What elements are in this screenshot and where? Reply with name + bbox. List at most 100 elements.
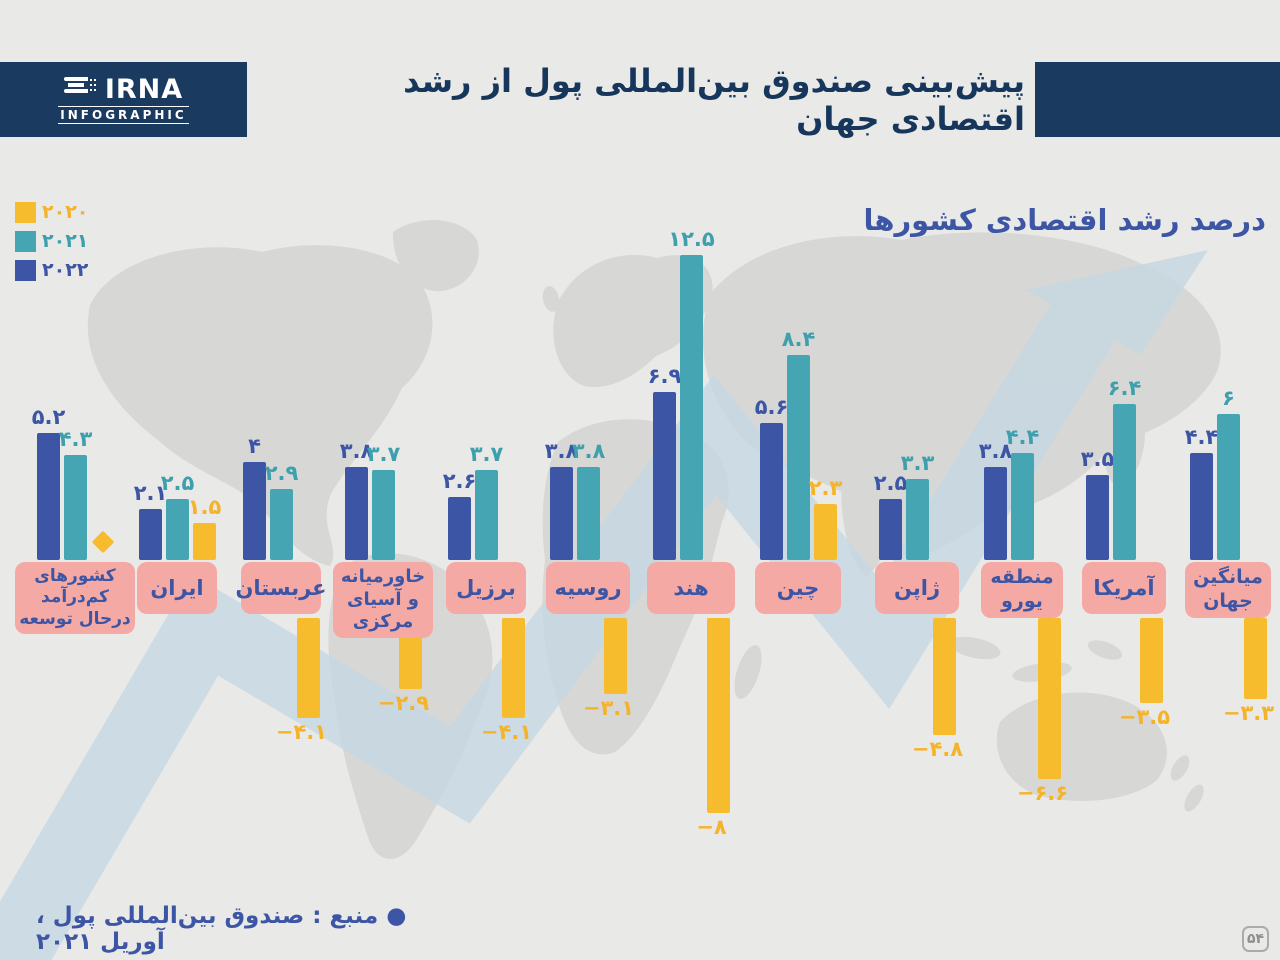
legend-swatch-2021 xyxy=(15,230,36,252)
value-label-2022: ۳.۸ xyxy=(978,439,1013,464)
map-north-america xyxy=(87,245,433,566)
map-uk xyxy=(542,286,560,312)
zero-marker-2020 xyxy=(91,530,114,554)
bar-2022 xyxy=(37,433,60,560)
value-label-2020: −۳.۳ xyxy=(1222,700,1275,725)
value-label-2020: −۳.۵ xyxy=(1118,705,1171,730)
legend-label-2021: ۲۰۲۱ xyxy=(42,229,89,252)
bar-2020 xyxy=(1244,618,1267,699)
bar-2020 xyxy=(1038,618,1061,780)
value-label-2021: ۲.۵ xyxy=(160,471,195,495)
map-madagascar xyxy=(734,645,762,699)
legend-label-2022: ۲۰۲۲ xyxy=(42,258,89,281)
category-label: کشورهای کم‌درآمد درحال توسعه xyxy=(15,562,135,634)
value-label-2020: −۶.۶ xyxy=(1016,781,1069,806)
value-label-2021: ۶ xyxy=(1222,385,1235,410)
value-label-2021: ۴.۴ xyxy=(1005,424,1040,449)
value-label-2020: −۸ xyxy=(696,815,727,840)
value-label-2022: ۳.۵ xyxy=(1080,446,1115,471)
bar-2021 xyxy=(680,255,703,560)
value-label-2021: ۱۲.۵ xyxy=(668,227,715,251)
value-label-2022: ۶.۹ xyxy=(647,363,682,388)
value-label-2022: ۴.۴ xyxy=(1184,424,1219,449)
bar-2021 xyxy=(166,499,189,560)
value-label-2021: ۳.۷ xyxy=(366,441,401,466)
value-label-2022: ۲.۵ xyxy=(873,471,908,495)
value-label-2020: −۴.۱ xyxy=(480,720,533,745)
bar-2022 xyxy=(653,391,676,560)
bar-2021 xyxy=(787,355,810,560)
bar-2022 xyxy=(1086,474,1109,560)
category-label: خاورمیانه و آسیای مرکزی xyxy=(333,562,433,638)
category-label: عربستان xyxy=(235,562,327,614)
page-number: ۵۴ xyxy=(1242,926,1270,952)
legend-swatch-2022 xyxy=(15,259,36,281)
map-new-zealand-north xyxy=(1170,755,1190,781)
irna-logo: IRNA INFOGRAPHIC xyxy=(0,62,247,137)
category-label: منطقه یورو xyxy=(981,562,1063,618)
bar-2022 xyxy=(448,496,471,560)
page-title: پیش‌بینی صندوق بین‌المللی پول از رشد اقت… xyxy=(403,61,1025,138)
value-label-2021: ۳.۷ xyxy=(469,441,504,466)
category-label: هند xyxy=(647,562,735,614)
bar-2021 xyxy=(1217,413,1240,560)
category-label: آمریکا xyxy=(1082,562,1166,614)
map-europe xyxy=(553,254,713,387)
bar-2020 xyxy=(297,618,320,719)
value-label-2021: ۳.۸ xyxy=(571,439,606,464)
bar-2020 xyxy=(604,618,627,694)
value-label-2022: ۳.۸ xyxy=(339,439,374,464)
legend-label-2020: ۲۰۲۰ xyxy=(42,200,89,223)
value-label-2020: −۳.۱ xyxy=(582,695,635,720)
map-island-3 xyxy=(1087,640,1123,660)
value-label-2021: ۲.۹ xyxy=(264,461,299,486)
bar-2021 xyxy=(270,489,293,560)
value-label-2020: −۲.۹ xyxy=(377,690,430,715)
bar-2022 xyxy=(984,467,1007,560)
source-note: ● منبع : صندوق بین‌المللی پول ، آوریل ۲۰… xyxy=(36,903,407,955)
category-label: برزیل xyxy=(446,562,526,614)
bar-2022 xyxy=(243,462,266,560)
bar-2020 xyxy=(193,523,216,560)
bar-2021 xyxy=(475,469,498,560)
bar-2022 xyxy=(1190,452,1213,560)
bar-2022 xyxy=(139,508,162,560)
map-greenland xyxy=(392,220,479,292)
chart-subtitle: درصد رشد اقتصادی کشورها xyxy=(863,203,1266,237)
bar-2021 xyxy=(1011,452,1034,560)
irna-logo-subtext: INFOGRAPHIC xyxy=(58,105,189,124)
value-label-2022: ۲.۶ xyxy=(442,468,477,493)
legend-item-2022: ۲۰۲۲ xyxy=(15,259,88,281)
bar-2022 xyxy=(550,467,573,560)
bar-2020 xyxy=(814,503,837,560)
value-label-2022: ۵.۲ xyxy=(31,405,66,430)
bar-2022 xyxy=(345,467,368,560)
bar-2020 xyxy=(707,618,730,814)
value-label-2020: −۴.۱ xyxy=(275,720,328,745)
map-new-zealand-south xyxy=(1184,784,1204,812)
value-label-2020: −۴.۸ xyxy=(911,737,964,762)
value-label-2020: ۱.۵ xyxy=(187,495,222,520)
irna-logo-text: IRNA xyxy=(104,73,184,105)
category-label: روسیه xyxy=(546,562,630,614)
bar-2020 xyxy=(502,618,525,719)
value-label-2021: ۶.۴ xyxy=(1107,375,1142,400)
bar-2022 xyxy=(879,499,902,560)
value-label-2021: ۸.۴ xyxy=(781,327,816,352)
value-label-2022: ۳.۸ xyxy=(544,439,579,464)
value-label-2021: ۴.۳ xyxy=(58,427,93,452)
bar-2021 xyxy=(906,479,929,560)
legend-swatch-2020 xyxy=(15,201,36,223)
category-label: چین xyxy=(755,562,841,614)
legend: ۲۰۲۰ ۲۰۲۱ ۲۰۲۲ xyxy=(15,201,88,288)
irna-logo-icon xyxy=(63,77,96,93)
bar-2020 xyxy=(1140,618,1163,704)
bar-2021 xyxy=(64,455,87,560)
bar-2021 xyxy=(1113,403,1136,560)
map-island-1 xyxy=(949,636,1001,660)
category-label: ژاپن xyxy=(875,562,959,614)
value-label-2021: ۳.۳ xyxy=(900,451,935,476)
value-label-2022: ۴ xyxy=(248,434,261,459)
